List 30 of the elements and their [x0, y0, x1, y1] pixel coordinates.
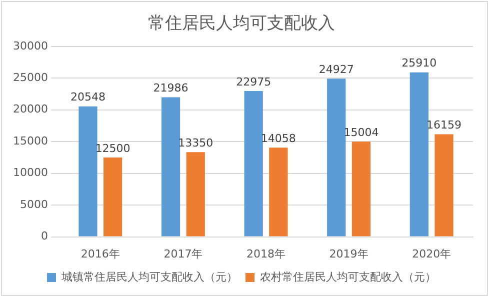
legend-label: 城镇常住居民人均可支配收入（元） — [60, 270, 238, 284]
bar — [78, 106, 98, 236]
data-label: 20548 — [70, 90, 106, 104]
y-tick-label: 0 — [40, 230, 48, 243]
bar — [104, 157, 122, 236]
legend-label: 农村常住居民人均可支配收入（元） — [260, 270, 436, 284]
y-tick-label: 20000 — [12, 102, 48, 116]
bar — [410, 72, 428, 236]
data-label: 24927 — [318, 62, 354, 76]
bar — [244, 90, 263, 236]
bar — [352, 142, 371, 236]
data-label: 21986 — [153, 82, 188, 95]
bar — [327, 78, 346, 236]
data-label: 22975 — [236, 75, 272, 88]
bar — [186, 152, 205, 236]
bar — [269, 148, 288, 236]
y-tick-label: 15000 — [12, 134, 48, 148]
x-tick-label: 2020年 — [412, 247, 452, 260]
x-tick-label: 2016年 — [80, 247, 120, 260]
y-tick-label: 25000 — [12, 70, 48, 84]
y-tick-label: 5000 — [20, 198, 48, 211]
data-label: 25910 — [402, 56, 437, 70]
bar — [161, 97, 180, 236]
y-tick-label: 10000 — [12, 166, 48, 180]
x-tick-label: 2018年 — [246, 247, 286, 260]
y-tick-label: 30000 — [12, 39, 48, 52]
x-tick-label: 2019年 — [329, 247, 368, 260]
chart-title: 常住居民人均可支配收入 — [148, 14, 335, 34]
bar — [434, 134, 454, 236]
x-tick-label: 2017年 — [164, 247, 203, 260]
